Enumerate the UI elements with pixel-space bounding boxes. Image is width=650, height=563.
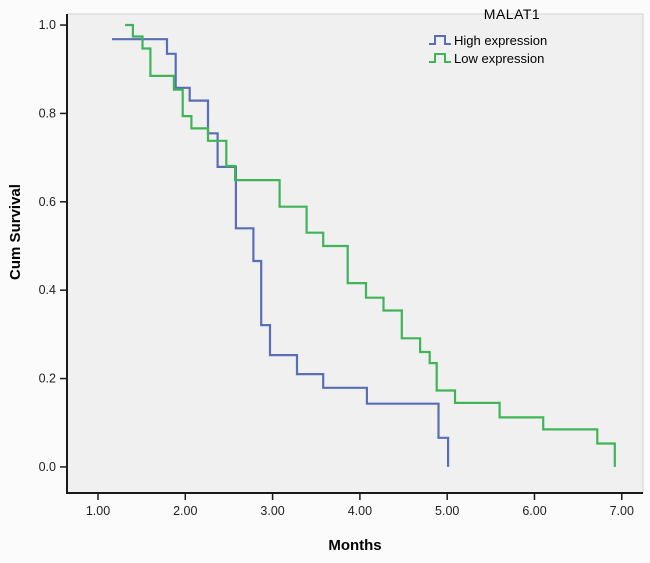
y-tick-label: 0.2 <box>39 372 56 386</box>
y-tick-label: 0.8 <box>39 106 56 120</box>
curve-high-expression <box>112 38 450 467</box>
x-axis-title: Months <box>328 537 381 554</box>
x-tick-label: 3.00 <box>260 504 284 518</box>
x-tick-label: 4.00 <box>348 504 372 518</box>
x-tick-label: 7.00 <box>610 504 634 518</box>
legend-label-high-expression: High expression <box>454 32 548 48</box>
x-tick-label: 5.00 <box>435 504 459 518</box>
legend-entry-high-expression: High expression <box>428 31 596 49</box>
plot-frame <box>66 13 644 494</box>
legend-title: MALAT1 <box>483 6 541 22</box>
plot-curves <box>112 23 616 467</box>
x-tick-label: 2.00 <box>173 504 197 518</box>
plot-ticks: 1.00 2.00 3.00 4.00 5.00 6.00 7.00 0.0 0.2 0.4 0.6… <box>39 18 634 518</box>
high-expression-step-line-icon <box>429 35 451 45</box>
y-tick-label: 0.0 <box>39 460 56 474</box>
x-tick-label: 1.00 <box>86 504 110 518</box>
y-tick-label: 0.6 <box>39 195 56 209</box>
legend: MALAT1 High expression Low expression <box>428 6 596 67</box>
x-tick-label: 6.00 <box>522 504 546 518</box>
low-expression-step-line-icon <box>429 53 451 63</box>
y-tick-label: 0.4 <box>39 283 56 297</box>
y-tick-label: 1.0 <box>39 18 56 32</box>
curve-low-expression <box>125 23 616 467</box>
legend-label-low-expression: Low expression <box>454 50 545 66</box>
y-axis-title: Cum Survival <box>7 184 24 280</box>
legend-entry-low-expression: Low expression <box>428 49 596 67</box>
